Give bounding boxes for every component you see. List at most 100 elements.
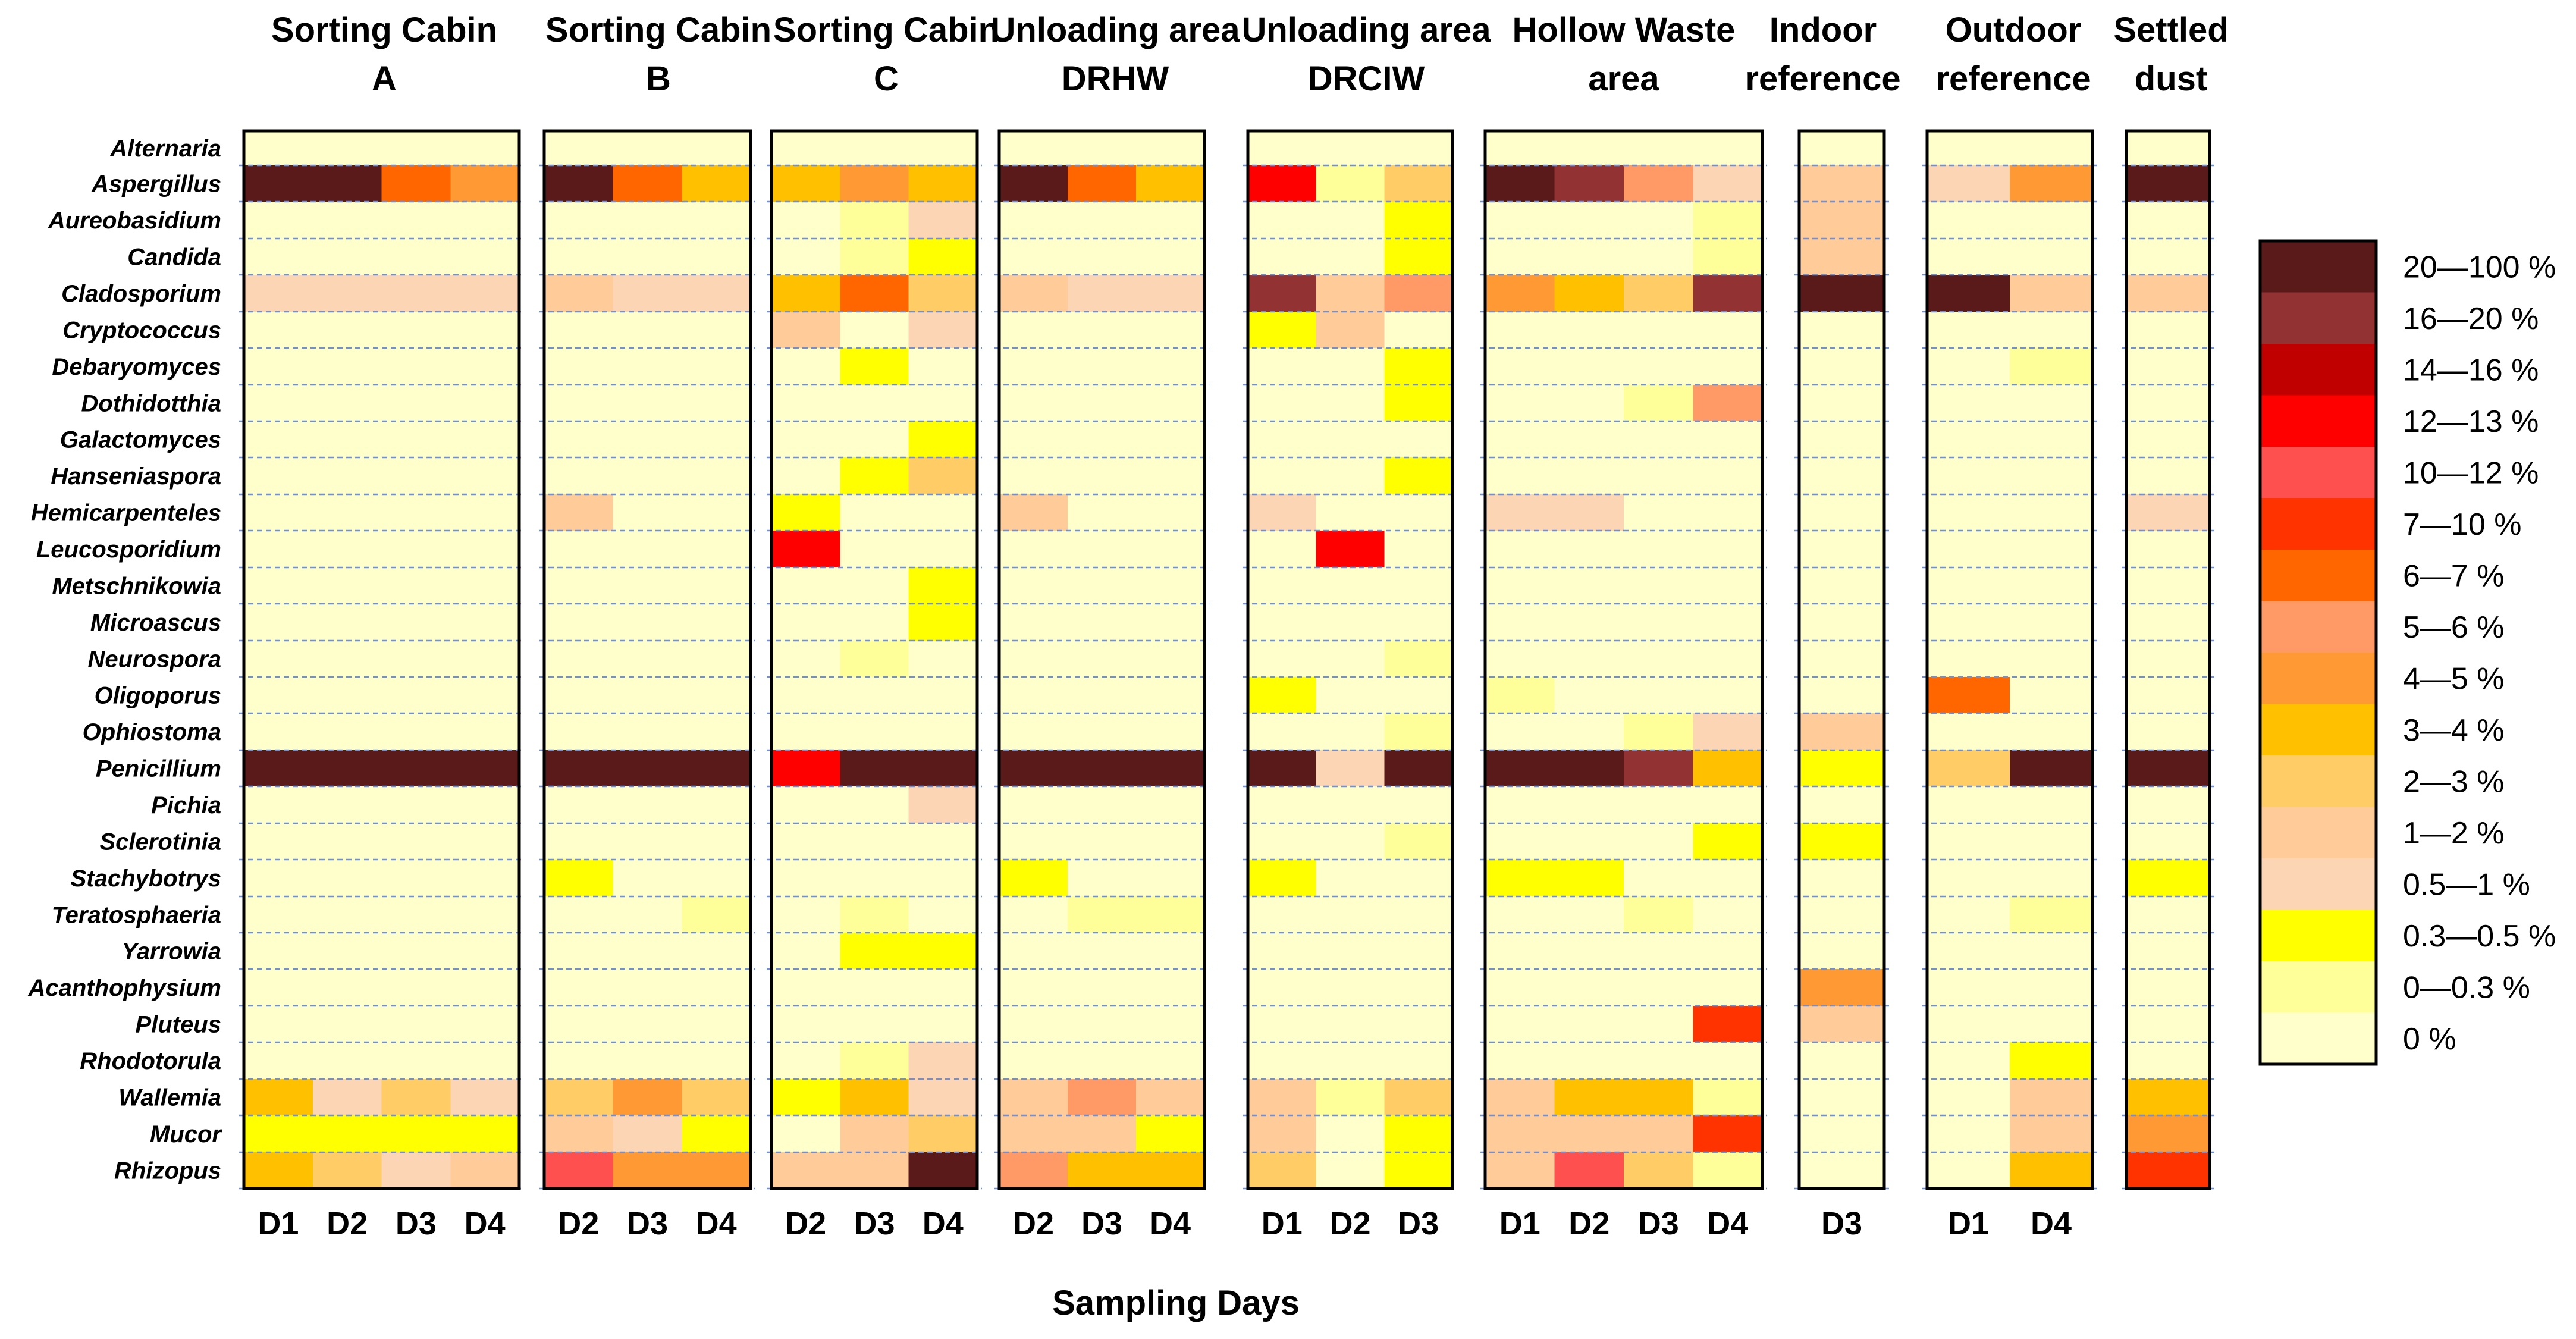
cell-hollow-waste-area-d4-pichia (1693, 786, 1763, 823)
cell-sorting-cabin-a-d1-dothidotthia (244, 385, 313, 421)
cell-sorting-cabin-c-d2-ophiostoma (771, 713, 840, 750)
cell-sorting-cabin-b-d2-wallemia (544, 1079, 614, 1115)
cell-unloading-area-drciw-d1-metschnikowia (1248, 567, 1317, 604)
species-label-acanthophysium: Acanthophysium (28, 975, 221, 1001)
cell-sorting-cabin-c-d4-leucosporidium (908, 531, 978, 567)
cell-unloading-area-drciw-d1-neurospora (1248, 641, 1317, 677)
cell-sorting-cabin-b-d2-rhizopus (544, 1152, 614, 1189)
cell-hollow-waste-area-d4-rhodotorula (1693, 1042, 1763, 1079)
cell-sorting-cabin-c-d4-galactomyces (908, 421, 978, 457)
cell-sorting-cabin-a-d1-rhodotorula (244, 1042, 313, 1079)
cell-sorting-cabin-a-d2-ophiostoma (312, 713, 382, 750)
cell-sorting-cabin-a-d2-galactomyces (312, 421, 382, 457)
cell-unloading-area-drciw-d1-hanseniaspora (1248, 457, 1317, 494)
species-label-hanseniaspora: Hanseniaspora (51, 463, 221, 490)
cell-sorting-cabin-b-d4-microascus (682, 604, 751, 641)
cell-sorting-cabin-a-d3-debaryomyces (381, 348, 451, 385)
cell-sorting-cabin-c-d4-mucor (908, 1115, 978, 1152)
cell-hollow-waste-area-d1-leucosporidium (1485, 531, 1555, 567)
cell-settled-dust-sample-oligoporus (2126, 677, 2210, 713)
cell-sorting-cabin-a-d3-penicillium (381, 750, 451, 786)
species-label-stachybotrys: Stachybotrys (71, 866, 221, 892)
cell-sorting-cabin-b-d4-pluteus (682, 1006, 751, 1042)
cell-unloading-area-drhw-d2-penicillium (999, 750, 1068, 786)
cell-sorting-cabin-c-d2-penicillium (771, 750, 840, 786)
legend-label-8: 4—5 % (2403, 661, 2505, 696)
cell-unloading-area-drciw-d3-metschnikowia (1384, 567, 1453, 604)
cell-sorting-cabin-a-d3-neurospora (381, 641, 451, 677)
cell-unloading-area-drhw-d4-cryptococcus (1136, 312, 1205, 348)
day-label-sorting-cabin-c-d3: D3 (854, 1206, 895, 1241)
cell-settled-dust-sample-yarrowia (2126, 933, 2210, 969)
cell-outdoor-reference-d4-cladosporium (2010, 275, 2093, 312)
cell-hollow-waste-area-d2-alternaria (1554, 131, 1624, 165)
cell-sorting-cabin-a-d1-candida (244, 239, 313, 275)
cell-sorting-cabin-a-d4-microascus (450, 604, 520, 641)
cell-sorting-cabin-c-d3-acanthophysium (840, 969, 909, 1006)
cell-outdoor-reference-d4-debaryomyces (2010, 348, 2093, 385)
cell-sorting-cabin-a-d3-microascus (381, 604, 451, 641)
cell-unloading-area-drciw-d2-yarrowia (1316, 933, 1385, 969)
cell-unloading-area-drhw-d2-cryptococcus (999, 312, 1068, 348)
cell-outdoor-reference-d4-candida (2010, 239, 2093, 275)
cell-sorting-cabin-b-d3-rhodotorula (613, 1042, 682, 1079)
cell-hollow-waste-area-d3-candida (1624, 239, 1694, 275)
cell-sorting-cabin-b-d3-stachybotrys (613, 860, 682, 896)
cell-sorting-cabin-a-d1-cladosporium (244, 275, 313, 312)
cell-unloading-area-drciw-d1-cladosporium (1248, 275, 1317, 312)
cell-hollow-waste-area-d2-cladosporium (1554, 275, 1624, 312)
cell-sorting-cabin-a-d1-microascus (244, 604, 313, 641)
cell-sorting-cabin-b-d3-penicillium (613, 750, 682, 786)
cell-unloading-area-drhw-d2-leucosporidium (999, 531, 1068, 567)
cell-unloading-area-drhw-d2-microascus (999, 604, 1068, 641)
cell-unloading-area-drciw-d2-candida (1316, 239, 1385, 275)
cell-hollow-waste-area-d4-acanthophysium (1693, 969, 1763, 1006)
cell-unloading-area-drhw-d4-hanseniaspora (1136, 457, 1205, 494)
cell-indoor-reference-d3-cryptococcus (1799, 312, 1885, 348)
cell-unloading-area-drciw-d2-hanseniaspora (1316, 457, 1385, 494)
cell-hollow-waste-area-d4-alternaria (1693, 131, 1763, 165)
cell-sorting-cabin-a-d2-oligoporus (312, 677, 382, 713)
cell-unloading-area-drciw-d3-stachybotrys (1384, 860, 1453, 896)
day-label-unloading-area-drhw-d4: D4 (1150, 1206, 1191, 1241)
cell-unloading-area-drhw-d2-hanseniaspora (999, 457, 1068, 494)
cell-sorting-cabin-c-d4-cryptococcus (908, 312, 978, 348)
cell-hollow-waste-area-d4-cladosporium (1693, 275, 1763, 312)
cell-settled-dust-sample-candida (2126, 239, 2210, 275)
cell-sorting-cabin-c-d4-yarrowia (908, 933, 978, 969)
cell-unloading-area-drciw-d3-mucor (1384, 1115, 1453, 1152)
cell-unloading-area-drciw-d3-wallemia (1384, 1079, 1453, 1115)
cell-unloading-area-drhw-d3-yarrowia (1068, 933, 1137, 969)
cell-outdoor-reference-d1-penicillium (1927, 750, 2010, 786)
cell-sorting-cabin-b-d3-pluteus (613, 1006, 682, 1042)
cell-hollow-waste-area-d3-stachybotrys (1624, 860, 1694, 896)
cell-sorting-cabin-b-d4-hemicarpenteles (682, 494, 751, 531)
cell-sorting-cabin-b-d2-pluteus (544, 1006, 614, 1042)
cell-unloading-area-drhw-d4-mucor (1136, 1115, 1205, 1152)
cell-sorting-cabin-a-d3-rhodotorula (381, 1042, 451, 1079)
cell-sorting-cabin-a-d3-acanthophysium (381, 969, 451, 1006)
cell-unloading-area-drhw-d2-metschnikowia (999, 567, 1068, 604)
cell-unloading-area-drhw-d3-candida (1068, 239, 1137, 275)
cell-indoor-reference-d3-pluteus (1799, 1006, 1885, 1042)
cell-sorting-cabin-c-d2-galactomyces (771, 421, 840, 457)
cell-unloading-area-drhw-d4-dothidotthia (1136, 385, 1205, 421)
cell-hollow-waste-area-d2-aureobasidium (1554, 202, 1624, 239)
cell-hollow-waste-area-d1-ophiostoma (1485, 713, 1555, 750)
day-label-sorting-cabin-a-d4: D4 (465, 1206, 506, 1241)
cell-outdoor-reference-d1-stachybotrys (1927, 860, 2010, 896)
cell-unloading-area-drciw-d1-microascus (1248, 604, 1317, 641)
species-label-candida: Candida (127, 244, 221, 271)
cell-hollow-waste-area-d3-cladosporium (1624, 275, 1694, 312)
cell-sorting-cabin-c-d3-wallemia (840, 1079, 909, 1115)
cell-outdoor-reference-d1-sclerotinia (1927, 823, 2010, 860)
cell-sorting-cabin-c-d4-alternaria (908, 131, 978, 165)
cell-sorting-cabin-c-d2-mucor (771, 1115, 840, 1152)
cell-hollow-waste-area-d3-neurospora (1624, 641, 1694, 677)
cell-hollow-waste-area-d1-pluteus (1485, 1006, 1555, 1042)
cell-outdoor-reference-d4-aureobasidium (2010, 202, 2093, 239)
cell-sorting-cabin-c-d4-aspergillus (908, 165, 978, 202)
cell-unloading-area-drciw-d3-candida (1384, 239, 1453, 275)
cell-sorting-cabin-b-d2-microascus (544, 604, 614, 641)
